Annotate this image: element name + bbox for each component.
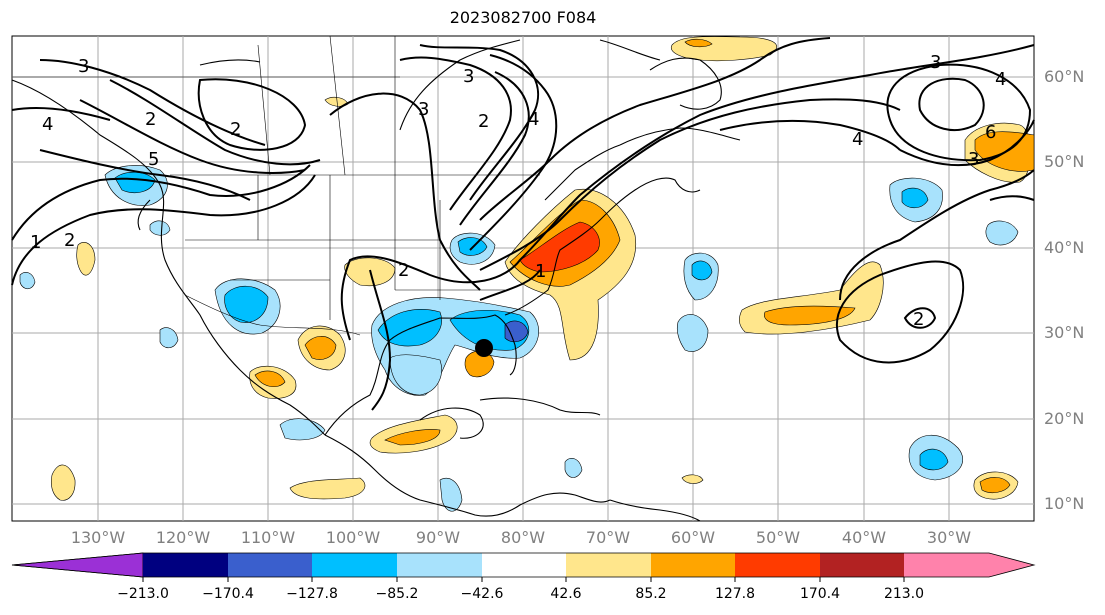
contour-label: 3 [418, 99, 429, 120]
lon-label: 110°W [240, 528, 296, 547]
colorbar-tick-label: 213.0 [883, 586, 925, 602]
borders [12, 35, 540, 336]
coastlines [11, 39, 741, 522]
contour-label: 5 [148, 149, 159, 170]
colorbar-tick-label: −170.4 [202, 586, 254, 602]
contour-label: 3 [930, 52, 941, 73]
contour-label: 3 [463, 66, 474, 87]
contour-labels: 3 3 3 2 2 2 1 2 4 5 2 1 4 4 3 4 6 2 3 [30, 52, 1006, 330]
colorbar-tick-label: 170.4 [799, 586, 841, 602]
contour-label: 3 [78, 56, 89, 77]
lat-label: 10°N [1044, 494, 1085, 513]
height-contours [11, 37, 1035, 411]
colorbar-tick-label: 85.2 [635, 586, 667, 602]
contour-label: 2 [145, 109, 156, 130]
lat-label: 60°N [1044, 67, 1085, 86]
lon-label: 90°W [415, 528, 461, 547]
contour-label: 4 [528, 109, 539, 130]
contour-label: 6 [985, 122, 996, 143]
contour-label: 4 [852, 129, 863, 150]
contour-label: 4 [42, 114, 53, 135]
map-title: 2023082700 F084 [449, 8, 597, 27]
storm-marker [475, 339, 493, 357]
contour-label: 2 [913, 309, 924, 330]
contour-label: 2 [64, 230, 75, 251]
lon-label: 130°W [70, 528, 126, 547]
colorbar-tick-label: −213.0 [117, 586, 169, 602]
lat-label: 30°N [1044, 323, 1085, 342]
colorbar-tick-label: 42.6 [550, 586, 582, 602]
lon-label: 80°W [500, 528, 546, 547]
lat-label: 40°N [1044, 238, 1085, 257]
lat-label: 50°N [1044, 152, 1085, 171]
lat-label: 20°N [1044, 409, 1085, 428]
colorbar-tick-label: −85.2 [375, 586, 419, 602]
contour-label: 2 [478, 111, 489, 132]
lon-label: 40°W [841, 528, 887, 547]
colorbar-tick-label: −42.6 [460, 586, 504, 602]
contour-label: 4 [995, 69, 1006, 90]
contour-label: 2 [398, 260, 409, 281]
contour-label: 3 [968, 149, 979, 170]
lon-label: 30°W [926, 528, 972, 547]
colorbar-tick-label: −127.8 [286, 586, 338, 602]
contour-label: 2 [230, 119, 241, 140]
lon-label: 60°W [670, 528, 716, 547]
contour-label: 1 [535, 261, 546, 282]
lon-label: 70°W [585, 528, 631, 547]
colorbar [11, 552, 1036, 582]
lon-label: 50°W [755, 528, 801, 547]
colorbar-tick-label: 127.8 [714, 586, 756, 602]
lon-label: 100°W [325, 528, 381, 547]
contour-label: 1 [30, 232, 41, 253]
lon-label: 120°W [155, 528, 211, 547]
